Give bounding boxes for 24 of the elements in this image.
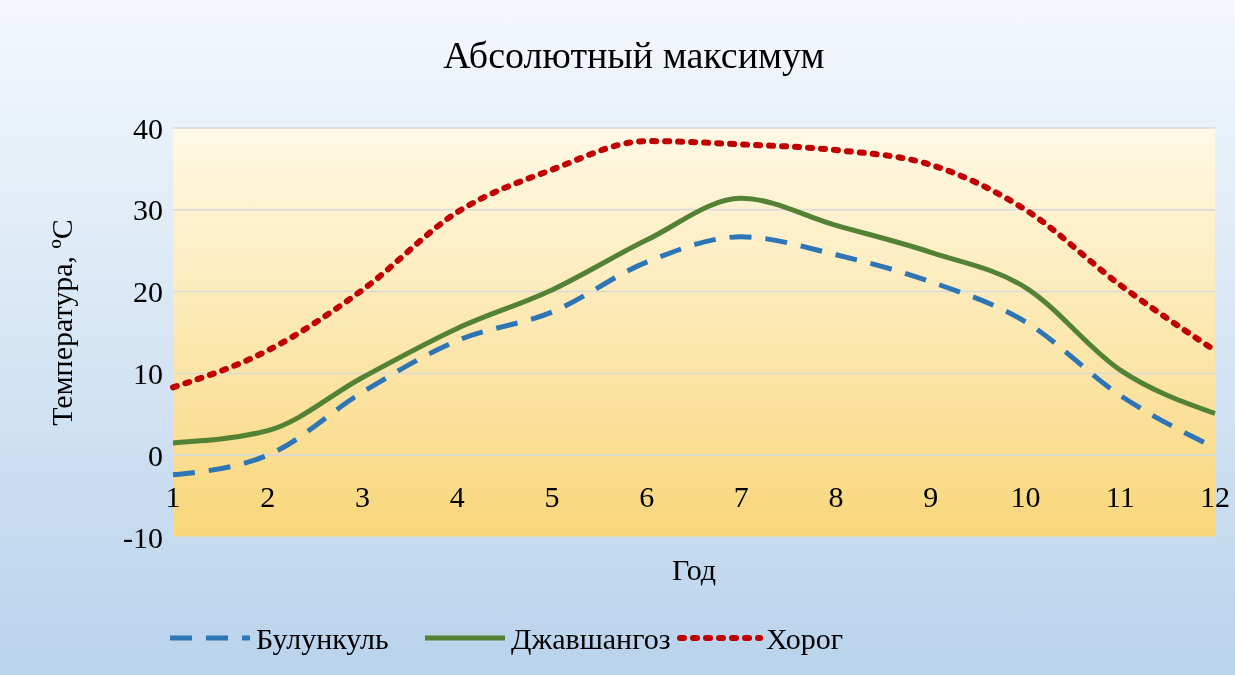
legend-label: Хорог <box>766 621 844 655</box>
y-tick-label: -10 <box>123 520 163 554</box>
x-tick-label: 8 <box>828 480 844 514</box>
x-tick-label: 6 <box>639 480 655 514</box>
x-tick-label: 12 <box>1200 480 1230 514</box>
y-tick-label: 20 <box>133 275 163 309</box>
x-tick-label: 1 <box>165 480 181 514</box>
x-axis-title: Год <box>671 553 717 586</box>
x-tick-label: 10 <box>1010 480 1041 514</box>
legend-label: Булункуль <box>256 621 389 655</box>
chart-title: Абсолютный максимум <box>443 34 825 76</box>
x-tick-label: 9 <box>923 480 939 514</box>
x-tick-label: 2 <box>260 480 276 514</box>
y-tick-label: 10 <box>133 356 163 390</box>
y-tick-label: 30 <box>133 193 163 227</box>
x-tick-label: 3 <box>354 480 370 514</box>
y-tick-label: 40 <box>133 111 163 145</box>
x-tick-label: 4 <box>449 480 465 514</box>
y-tick-label: 0 <box>148 438 163 472</box>
y-axis-title: Температура, ºС <box>45 219 78 426</box>
x-tick-label: 5 <box>544 480 560 514</box>
legend-label: Джавшангоз <box>511 621 671 655</box>
x-tick-label: 7 <box>733 480 749 514</box>
x-tick-label: 11 <box>1105 480 1135 514</box>
